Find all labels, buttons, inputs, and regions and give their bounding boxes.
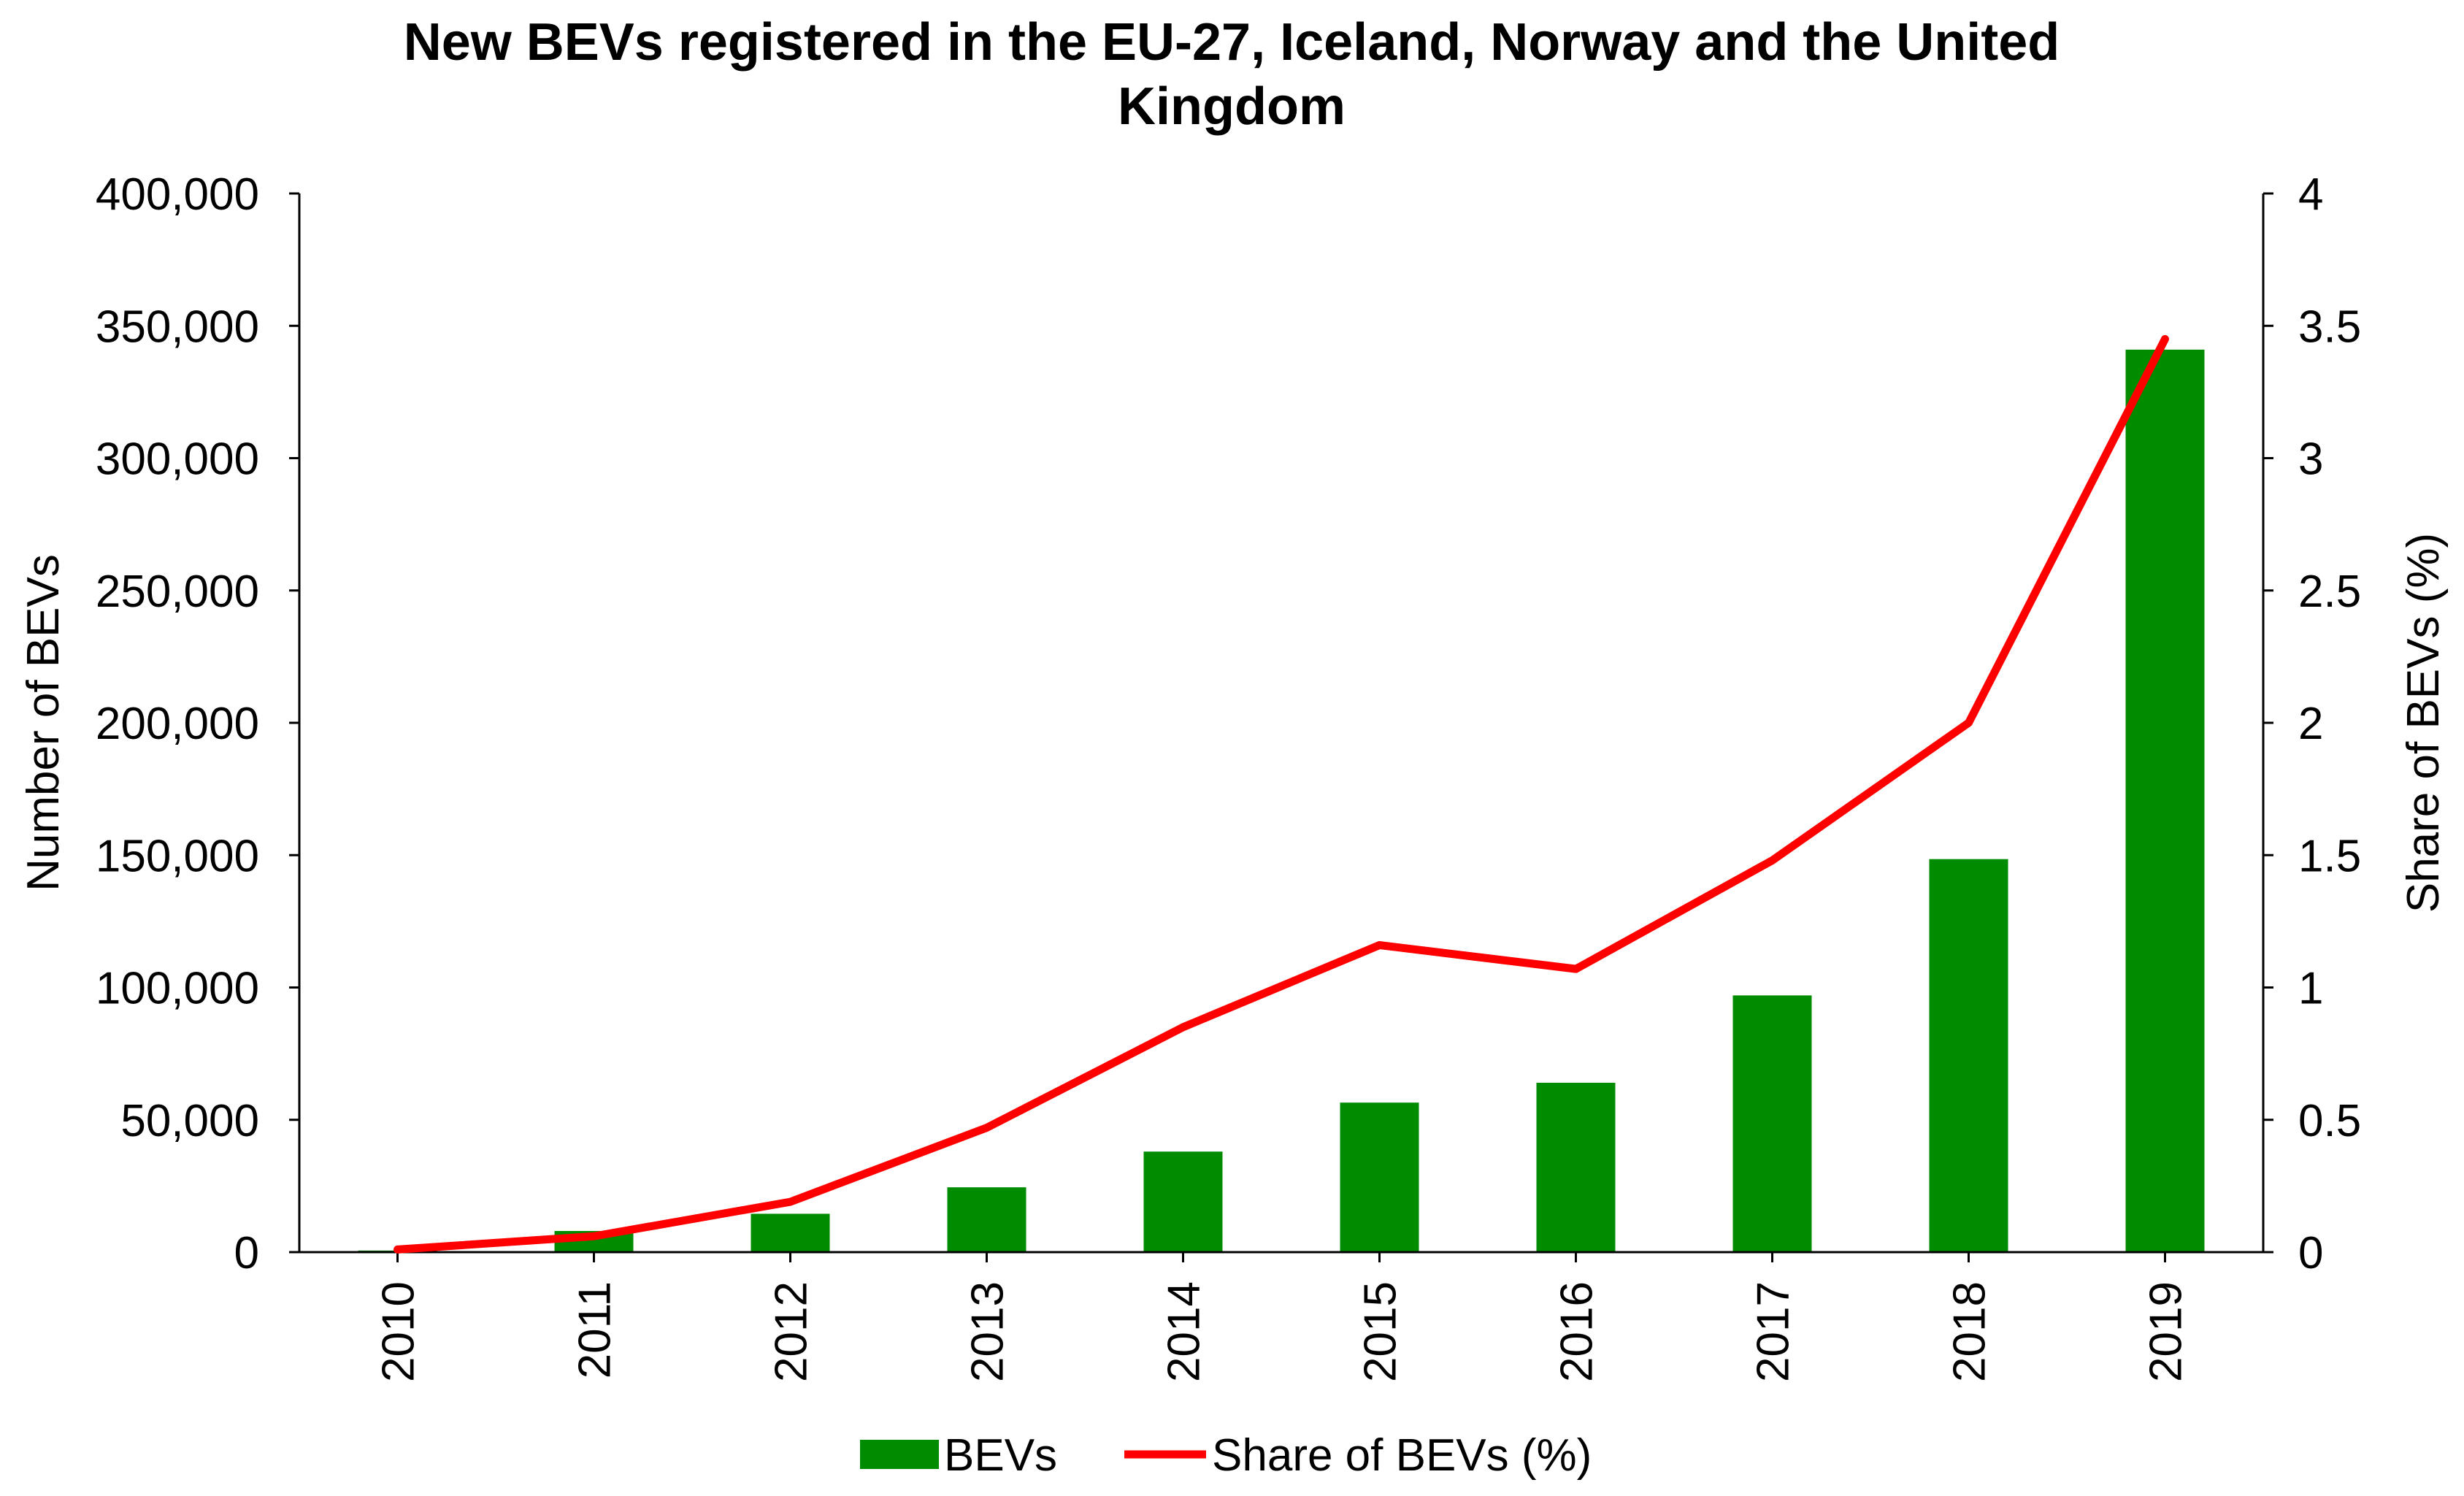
chart-title-line-2: Kingdom bbox=[1118, 77, 1346, 136]
x-tick-label-2014: 2014 bbox=[1159, 1281, 1210, 1382]
legend-bevs-swatch bbox=[860, 1440, 939, 1469]
left-tick-label: 300,000 bbox=[96, 434, 259, 485]
x-tick-label-2019: 2019 bbox=[2141, 1281, 2192, 1382]
left-tick-label: 150,000 bbox=[96, 831, 259, 881]
right-tick-label: 4 bbox=[2298, 169, 2323, 220]
x-tick-label-2013: 2013 bbox=[963, 1281, 1013, 1382]
left-tick-label: 250,000 bbox=[96, 567, 259, 617]
right-tick-label: 2.5 bbox=[2298, 567, 2361, 617]
bar-2016 bbox=[1536, 1083, 1616, 1252]
left-tick-label: 50,000 bbox=[120, 1096, 259, 1146]
right-tick-label: 0 bbox=[2298, 1228, 2323, 1278]
right-tick-label: 3.5 bbox=[2298, 302, 2361, 352]
bar-2019 bbox=[2125, 349, 2205, 1252]
x-tick-label-2017: 2017 bbox=[1749, 1281, 1799, 1382]
legend-bevs-label: BEVs bbox=[944, 1430, 1057, 1481]
right-tick-label: 1 bbox=[2298, 964, 2323, 1014]
x-tick-label-2011: 2011 bbox=[570, 1281, 621, 1378]
right-axis-title: Share of BEVs (%) bbox=[2398, 533, 2449, 913]
bar-2015 bbox=[1340, 1102, 1419, 1252]
left-tick-label: 200,000 bbox=[96, 699, 259, 749]
bar-2018 bbox=[1929, 859, 2008, 1252]
bar-2017 bbox=[1732, 995, 1812, 1252]
bar-2012 bbox=[751, 1213, 830, 1252]
right-tick-label: 3 bbox=[2298, 434, 2323, 485]
left-tick-label: 0 bbox=[234, 1228, 259, 1278]
x-tick-label-2015: 2015 bbox=[1356, 1281, 1406, 1382]
chart-title-line-1: New BEVs registered in the EU-27, Icelan… bbox=[404, 13, 2060, 72]
left-tick-label: 400,000 bbox=[96, 169, 259, 220]
legend-share-label: Share of BEVs (%) bbox=[1212, 1430, 1592, 1481]
left-tick-label: 350,000 bbox=[96, 302, 259, 352]
x-tick-label-2016: 2016 bbox=[1552, 1281, 1603, 1382]
left-axis-title: Number of BEVs bbox=[18, 554, 69, 891]
x-tick-label-2018: 2018 bbox=[1945, 1281, 1995, 1382]
right-tick-label: 1.5 bbox=[2298, 831, 2361, 881]
share-line bbox=[394, 334, 2169, 1254]
legend: BEVs Share of BEVs (%) bbox=[860, 1430, 1592, 1481]
right-tick-label: 0.5 bbox=[2298, 1096, 2361, 1146]
bar-2013 bbox=[947, 1187, 1026, 1252]
x-tick-label-2010: 2010 bbox=[374, 1281, 424, 1382]
left-tick-label: 100,000 bbox=[96, 964, 259, 1014]
x-tick-label-2012: 2012 bbox=[767, 1281, 817, 1382]
bar-2014 bbox=[1143, 1151, 1223, 1252]
right-tick-label: 2 bbox=[2298, 699, 2323, 749]
